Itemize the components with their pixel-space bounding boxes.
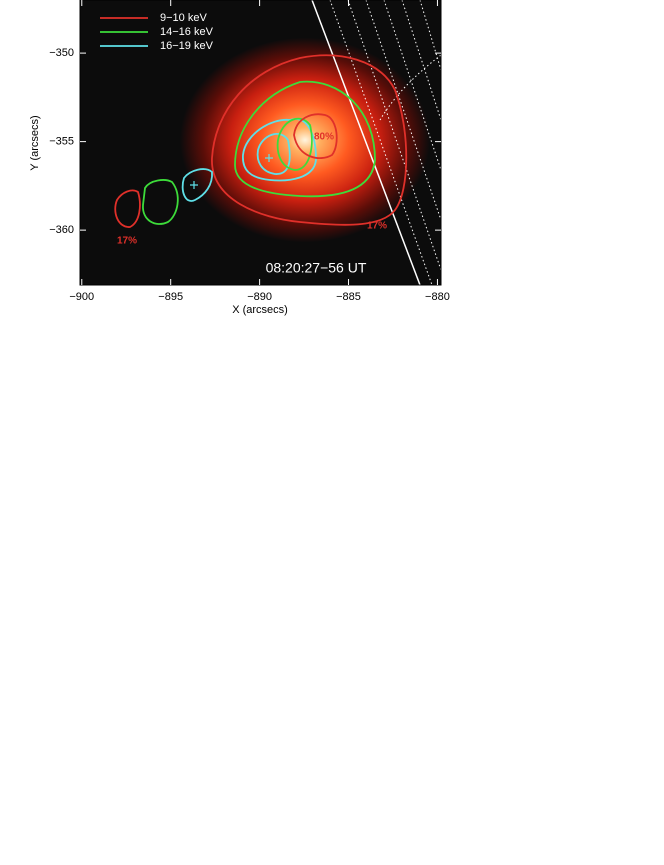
centroid-marker xyxy=(190,181,198,189)
annotation: 17% xyxy=(117,236,137,247)
y-tick-label: −355 xyxy=(49,136,74,148)
annotation: 17% xyxy=(367,221,387,232)
contour xyxy=(276,117,313,171)
x-tick-label: −900 xyxy=(69,291,94,303)
contours xyxy=(114,54,408,228)
contour xyxy=(293,113,338,159)
image-area xyxy=(114,0,441,285)
time-label: 08:20:27−56 UT xyxy=(266,260,367,276)
heliographic-grid xyxy=(329,0,441,285)
legend-label: 16−19 keV xyxy=(160,40,214,52)
contour xyxy=(211,54,408,226)
x-axis-label: X (arcsecs) xyxy=(232,304,288,316)
y-tick-label: −350 xyxy=(49,47,74,59)
x-tick-label: −880 xyxy=(425,291,450,303)
contour xyxy=(114,189,141,228)
legend-label: 9−10 keV xyxy=(160,12,207,24)
contour xyxy=(234,80,376,198)
contour xyxy=(242,118,317,182)
plot-frame xyxy=(79,0,442,286)
solar-limb xyxy=(311,0,421,285)
x-tick-label: −885 xyxy=(336,291,361,303)
contour xyxy=(256,133,291,175)
x-tick-label: −890 xyxy=(247,291,272,303)
y-tick-label: −360 xyxy=(49,224,74,236)
annotation: 80% xyxy=(314,132,334,143)
x-tick-label: −895 xyxy=(158,291,183,303)
contour xyxy=(142,179,179,225)
centroid-marker xyxy=(265,154,273,162)
legend-label: 14−16 keV xyxy=(160,26,214,38)
contour xyxy=(181,168,213,202)
y-axis-label: Y (arcsecs) xyxy=(29,115,41,170)
